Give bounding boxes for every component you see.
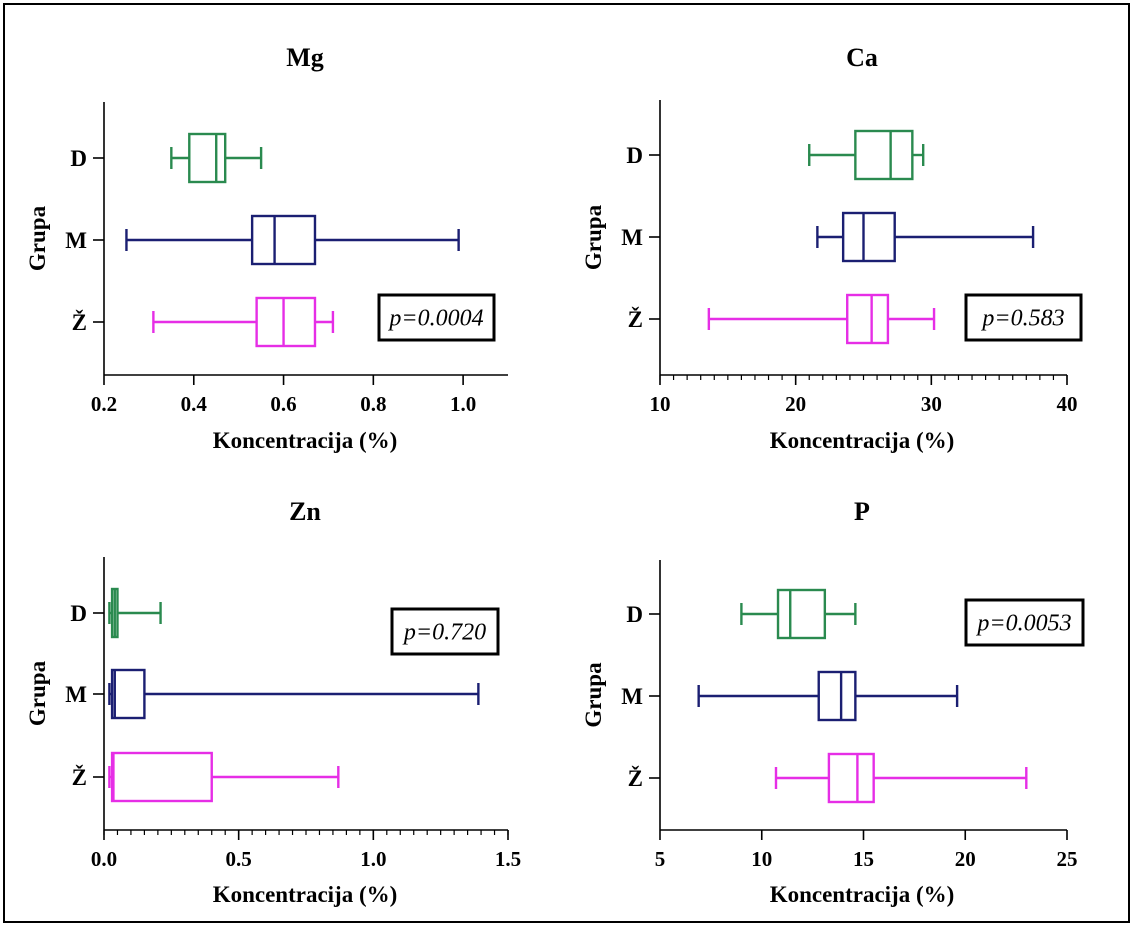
iqr-box	[827, 752, 875, 804]
x-tick-label: 25	[1057, 847, 1078, 871]
x-tick-label: 0.5	[226, 847, 252, 871]
x-tick-label: 1.5	[495, 847, 521, 871]
p-value-box	[390, 607, 500, 656]
x-tick-label: 5	[655, 847, 666, 871]
x-tick-label: 20	[955, 847, 976, 871]
box-p-D	[740, 588, 857, 640]
y-category-label: Ž	[72, 309, 87, 335]
y-category-label: M	[621, 684, 643, 709]
x-tick-label: 10	[650, 392, 671, 416]
y-category-label: Ž	[628, 765, 643, 791]
iqr-box	[846, 293, 890, 345]
iqr-box	[255, 296, 317, 348]
y-category-label: D	[70, 146, 87, 171]
y-category-label: D	[626, 143, 643, 168]
x-axis-label: Koncentracija (%)	[770, 428, 955, 453]
box-ca-D	[808, 129, 925, 181]
y-category-label: M	[65, 228, 87, 253]
p-value-label: p=0.583	[980, 306, 1064, 332]
x-tick-label: 10	[751, 847, 772, 871]
p-value-box	[377, 293, 496, 342]
iqr-box	[854, 129, 914, 181]
x-tick-label: 0.2	[91, 392, 117, 416]
y-category-label: M	[621, 225, 643, 250]
box-p-M	[697, 670, 959, 722]
y-category-label: D	[70, 601, 87, 626]
p-value-box	[964, 293, 1083, 342]
box-mg-M	[125, 214, 460, 266]
p-value-label: p=0.0053	[975, 611, 1071, 637]
box-ca-M	[816, 211, 1035, 263]
y-category-label: M	[65, 682, 87, 707]
y-category-label: Ž	[72, 764, 87, 790]
chart-title: Mg	[286, 43, 324, 72]
box-zn-D	[108, 587, 162, 639]
x-axis-label: Koncentracija (%)	[213, 882, 398, 907]
chart-panel-p: P 5 10 15 20 25 Koncentracija (%) Grupa D M Žp=0.0…	[581, 497, 1085, 907]
box-p-Ž	[774, 752, 1028, 804]
y-axis-label: Grupa	[25, 205, 50, 271]
y-category-label: D	[626, 602, 643, 627]
chart-panel-ca: Ca 10 20 30 40 Koncentracija (%) Grupa D M Ž p=0.5…	[581, 43, 1083, 453]
x-tick-label: 0.6	[270, 392, 296, 416]
iqr-box	[841, 211, 896, 263]
x-tick-label: 20	[785, 392, 806, 416]
x-tick-label: 0.8	[360, 392, 386, 416]
x-tick-label: 0.0	[91, 847, 117, 871]
x-tick-label: 40	[1057, 392, 1078, 416]
iqr-box	[817, 670, 857, 722]
y-axis-label: Grupa	[25, 660, 50, 726]
iqr-box	[250, 214, 317, 266]
iqr-box	[188, 132, 227, 184]
box-ca-Ž	[707, 293, 936, 345]
box-mg-D	[170, 132, 263, 184]
p-value-box	[964, 598, 1085, 647]
x-tick-label: 30	[921, 392, 942, 416]
iqr-box	[776, 588, 827, 640]
chart-title: Zn	[289, 497, 321, 526]
y-axis-label: Grupa	[581, 662, 606, 728]
box-zn-Ž	[108, 751, 340, 803]
x-axis-label: Koncentracija (%)	[213, 428, 398, 453]
chart-title: Ca	[846, 43, 878, 72]
chart-panel-zn: Zn 0.0 0.5 1.0 1.5 Koncentracija (%) Grupa D M Žp…	[25, 497, 521, 907]
box-zn-M	[108, 668, 480, 720]
x-tick-label: 1.0	[450, 392, 476, 416]
chart-title: P	[854, 497, 870, 526]
p-value-label: p=0.720	[402, 620, 486, 646]
y-axis-label: Grupa	[581, 204, 606, 270]
chart-panel-mg: Mg 0.2 0.4 0.6 0.8 1.0 Koncentracija (%) Grupa D…	[25, 43, 508, 453]
y-category-label: Ž	[628, 306, 643, 332]
x-tick-label: 0.4	[181, 392, 208, 416]
p-value-label: p=0.0004	[387, 306, 483, 332]
x-tick-label: 15	[853, 847, 874, 871]
x-axis-label: Koncentracija (%)	[770, 882, 955, 907]
iqr-box	[110, 751, 213, 803]
box-mg-Ž	[152, 296, 335, 348]
iqr-box	[110, 668, 146, 720]
x-tick-label: 1.0	[360, 847, 386, 871]
